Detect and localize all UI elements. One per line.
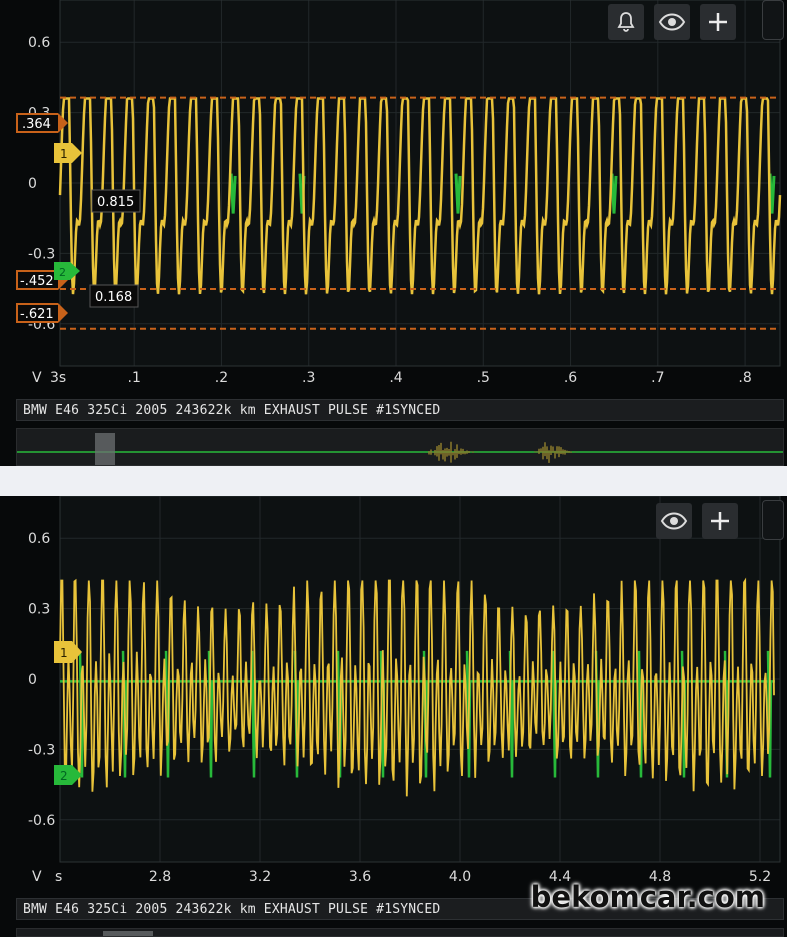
capture-title: BMW E46 325Ci 2005 243622k km EXHAUST PU…: [16, 399, 784, 421]
y-unit-label: V: [32, 869, 42, 885]
panel-divider: [0, 466, 787, 496]
svg-text:0.168: 0.168: [95, 290, 132, 305]
readout-box-1: 0.815: [91, 189, 141, 213]
overview-scrubber[interactable]: [16, 428, 784, 466]
alarm-button[interactable]: [608, 4, 644, 40]
plus-icon: [709, 13, 727, 31]
x-axis-ticks: 2.8 3.2 3.6 4.0 4.4 4.8 5.2: [149, 869, 771, 885]
svg-text:2: 2: [60, 769, 68, 783]
cursor-low-tag[interactable]: -.621: [16, 303, 68, 323]
x-tick-label: 4.8: [649, 869, 671, 885]
x-tick-label: .4: [389, 370, 402, 386]
x-tick-label: 4.4: [549, 869, 571, 885]
y-tick-label: -0.6: [28, 813, 55, 829]
bottom-scope-panel: 0.6 0.3 0 -0.3 -0.6 2.8 3.2 3.6 4.0 4.4 4.8 5.2 V …: [0, 496, 787, 937]
top-scope-panel: 0.60.30-0.3-0.6 .1.2.3.4.5.6.7.8 V 3s .3…: [0, 0, 787, 466]
overview-viewport-handle[interactable]: [95, 433, 115, 465]
channel-1-marker[interactable]: 1: [54, 143, 82, 163]
channel-2-spike: [229, 173, 237, 214]
svg-text:0.815: 0.815: [97, 195, 134, 210]
bottom-waveform-chart[interactable]: 0.60.30-0.3-0.6 2.8 3.2 3.6 4.0 4.4 4.8 5.2 V …: [0, 496, 787, 891]
y-unit-label: V: [32, 370, 42, 386]
watermark-logo: bekomcar.com: [530, 880, 765, 914]
visibility-button[interactable]: [656, 503, 692, 539]
x-tick-label: .6: [564, 370, 577, 386]
plot-border: [59, 496, 781, 863]
x-tick-label: 5.2: [749, 869, 771, 885]
side-panel-handle[interactable]: [762, 0, 784, 40]
svg-text:1: 1: [60, 147, 68, 161]
svg-text:-.452: -.452: [20, 274, 54, 289]
x-tick-label: .5: [477, 370, 490, 386]
svg-text:1: 1: [60, 646, 68, 660]
y-tick-label: 0.3: [28, 602, 50, 618]
top-toolbar: [608, 4, 736, 40]
overview-burst: [428, 441, 490, 463]
channel-2-marker[interactable]: 2: [54, 262, 80, 280]
x-unit-label: s: [55, 869, 62, 885]
svg-text:-.621: -.621: [20, 307, 54, 322]
y-tick-label: -0.3: [28, 742, 55, 758]
x-tick-label: .3: [302, 370, 315, 386]
bottom-toolbar: [656, 503, 738, 539]
plus-icon: [711, 512, 729, 530]
channel-2-spike: [768, 173, 776, 214]
channel-2-marker[interactable]: 2: [54, 765, 82, 785]
add-button[interactable]: [700, 4, 736, 40]
x-tick-label: .1: [128, 370, 141, 386]
channel-2-spike: [637, 650, 644, 778]
x-tick-label: 3.6: [349, 869, 371, 885]
cursor-high-tag[interactable]: .364: [16, 113, 68, 133]
bell-icon: [617, 12, 635, 32]
channel-1-trace: [59, 577, 775, 797]
x-tick-label: .8: [738, 370, 751, 386]
readout-box-2: 0.168: [89, 284, 139, 308]
x-tick-label: .7: [651, 370, 664, 386]
y-tick-label: 0.6: [28, 531, 50, 547]
eye-icon: [660, 512, 688, 530]
visibility-button[interactable]: [654, 4, 690, 40]
channel-2-spike: [766, 650, 773, 778]
channel-1-line: [59, 577, 775, 797]
svg-text:.364: .364: [22, 117, 51, 132]
top-waveform-chart[interactable]: 0.60.30-0.3-0.6 .1.2.3.4.5.6.7.8 V 3s .3…: [0, 0, 787, 400]
channel-2-spike: [610, 173, 618, 214]
channel-2-spike: [454, 173, 462, 214]
overview-waveform: [17, 441, 783, 463]
x-tick-label: 2.8: [149, 869, 171, 885]
channel-1-marker[interactable]: 1: [54, 641, 82, 663]
capture-title: BMW E46 325Ci 2005 243622k km EXHAUST PU…: [16, 898, 784, 920]
add-button[interactable]: [702, 503, 738, 539]
cursor-lines[interactable]: [60, 96, 780, 330]
overview-scrubber[interactable]: [16, 928, 784, 937]
y-tick-label: 0.6: [28, 35, 50, 51]
y-axis-ticks: 0.6 0.3 0 -0.3 -0.6: [28, 531, 55, 829]
overview-burst: [534, 442, 586, 463]
overview-viewport-handle[interactable]: [103, 931, 153, 936]
x-unit-label: 3s: [50, 370, 66, 386]
y-tick-label: -0.3: [28, 246, 55, 262]
x-tick-label: 4.0: [449, 869, 471, 885]
svg-text:2: 2: [59, 266, 66, 279]
x-tick-label: 3.2: [249, 869, 271, 885]
x-axis-ticks: .1 .2 .3 .4 .5 .6 .7 .8: [128, 370, 752, 386]
side-panel-handle[interactable]: [762, 500, 784, 540]
eye-icon: [658, 13, 686, 31]
y-tick-label: 0: [28, 176, 37, 192]
y-tick-label: 0: [28, 672, 37, 688]
x-tick-label: .2: [215, 370, 228, 386]
